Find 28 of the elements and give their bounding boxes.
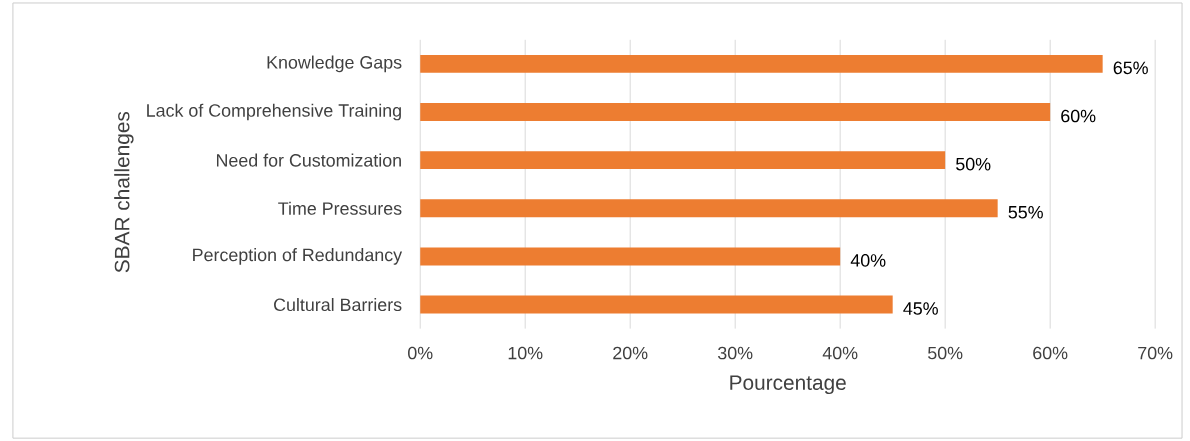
x-tick-label: 70%	[1138, 346, 1173, 360]
bar	[420, 151, 946, 170]
data-label: 40%	[850, 254, 886, 267]
bar	[420, 103, 1051, 121]
y-axis-title: SBAR challenges	[114, 111, 134, 273]
y-tick-label: Need for Customization	[216, 153, 401, 167]
x-tick-label: 20%	[613, 346, 648, 360]
y-tick-label: Perception of Redundancy	[193, 248, 403, 265]
x-tick-label: 50%	[928, 346, 963, 360]
x-axis-title: Pourcentage	[730, 375, 846, 395]
data-label: 55%	[1008, 205, 1043, 219]
x-tick-label: 60%	[1033, 346, 1068, 360]
data-label: 45%	[903, 302, 938, 315]
x-tick-label: 0%	[408, 346, 433, 360]
bar	[420, 199, 998, 218]
bar	[420, 247, 841, 266]
data-label: 60%	[1061, 109, 1096, 123]
y-tick-label: Time Pressures	[278, 201, 402, 215]
y-tick-label: Knowledge Gaps	[267, 55, 402, 73]
data-label: 50%	[956, 157, 991, 171]
bar	[420, 54, 1103, 73]
y-tick-label: Lack of Comprehensive Training	[147, 103, 401, 121]
x-tick-label: 10%	[508, 346, 543, 360]
x-tick-label: 30%	[718, 346, 753, 360]
x-tick-label: 40%	[822, 346, 858, 360]
bar	[420, 295, 893, 314]
y-tick-label: Cultural Barriers	[274, 297, 402, 312]
data-label: 65%	[1113, 61, 1148, 75]
